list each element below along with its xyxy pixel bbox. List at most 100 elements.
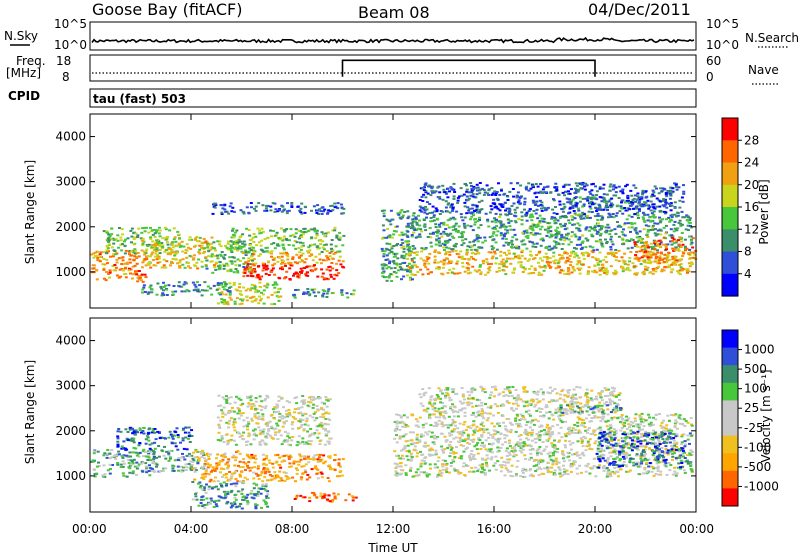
power-cell [213,285,216,287]
velocity-cell [278,464,281,466]
power-cell [201,261,204,263]
velocity-cell [217,395,220,397]
power-cell [195,289,198,291]
velocity-cell [155,466,158,468]
velocity-cell [304,469,307,471]
power-cell [514,209,517,211]
power-cell [298,210,301,212]
velocity-cell [238,417,241,419]
colorbar-swatch [722,229,738,252]
power-cell [329,274,332,276]
velocity-cell [103,452,106,454]
power-cell [534,204,537,206]
power-cell [392,245,395,247]
velocity-cell [308,500,311,502]
power-cell [608,233,611,235]
power-cell [495,271,498,273]
power-cell [278,300,281,302]
velocity-cell [265,423,268,425]
power-cell [122,269,125,271]
velocity-cell [203,507,206,509]
power-cell [544,265,547,267]
power-cell [615,252,618,254]
power-cell [155,239,158,241]
power-cell [446,196,449,198]
velocity-cell [155,457,158,459]
velocity-cell [268,471,271,473]
velocity-cell [278,457,281,459]
power-cell [122,259,125,261]
power-cell [285,252,288,254]
power-cell [314,237,317,239]
velocity-cell [296,469,299,471]
power-cell [689,265,692,267]
velocity-cell [145,438,148,440]
velocity-cell [292,416,295,418]
power-cell [690,261,693,263]
velocity-cell [280,479,283,481]
velocity-cell [321,476,324,478]
power-cell [276,244,279,246]
power-cell [257,202,260,204]
power-cell [445,233,448,235]
power-cell [274,247,277,249]
power-cell [503,270,506,272]
velocity-cell [203,486,206,488]
power-cell [652,191,655,193]
velocity-cell [353,497,356,499]
power-cell [560,226,563,228]
power-cell [319,239,322,241]
power-cell [248,229,251,231]
power-cell [295,228,298,230]
power-cell [297,230,300,232]
power-cell [280,227,283,229]
power-cell [552,198,555,200]
velocity-cell [319,460,322,462]
power-cell [222,286,225,288]
velocity-cell [309,428,312,430]
velocity-cell [265,483,268,485]
power-cell [480,224,483,226]
velocity-cell [232,455,235,457]
power-cell [570,272,573,274]
power-cell [559,223,562,225]
power-cell [224,245,227,247]
power-cell [502,194,505,196]
velocity-cell [311,416,314,418]
power-cell [234,243,237,245]
power-cell [326,257,329,259]
velocity-cell [316,469,319,471]
power-cell [417,215,420,217]
power-cell [496,249,499,251]
power-cell [673,242,676,244]
velocity-cell [255,435,258,437]
velocity-cell [136,455,139,457]
power-cell [131,278,134,280]
power-cell [179,259,182,261]
velocity-cell [127,431,130,433]
power-cell [687,215,690,217]
power-cell [498,270,501,272]
power-cell [606,194,609,196]
power-cell [401,232,404,234]
power-cell [604,256,607,258]
power-cell [669,219,672,221]
power-cell [638,201,641,203]
power-cell [517,255,520,257]
velocity-cell [286,400,289,402]
velocity-cell [247,423,250,425]
power-cell [546,258,549,260]
power-cell [492,231,495,233]
velocity-cell [187,432,190,434]
power-cell [623,260,626,262]
power-cell [193,254,196,256]
velocity-cell [245,496,248,498]
velocity-cell [266,469,269,471]
power-cell [596,231,599,233]
power-cell [296,241,299,243]
velocity-cell [214,470,217,472]
power-cell [598,240,601,242]
power-cell [222,256,225,258]
power-cell [671,240,674,242]
power-cell [342,212,345,214]
